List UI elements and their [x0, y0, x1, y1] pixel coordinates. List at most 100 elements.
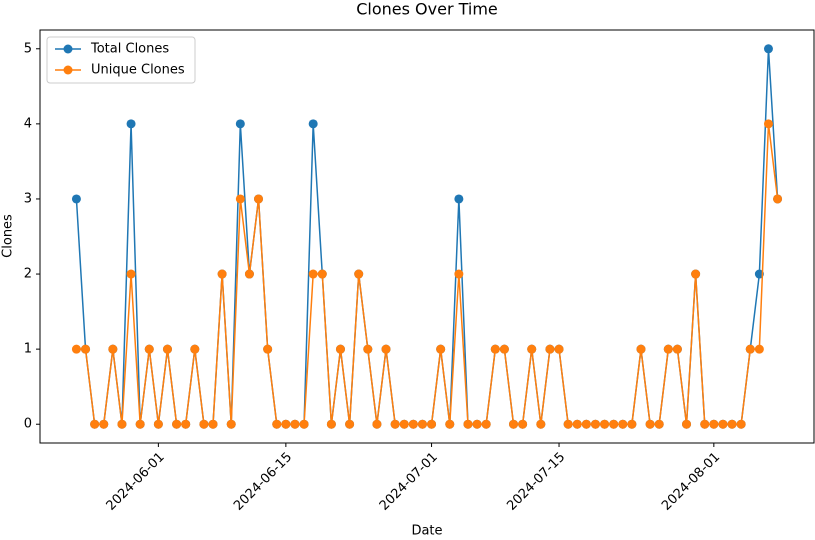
point — [399, 419, 409, 429]
point — [226, 419, 236, 429]
point — [208, 419, 218, 429]
point — [244, 269, 254, 279]
point — [600, 419, 610, 429]
point — [117, 419, 127, 429]
point — [326, 419, 336, 429]
point — [308, 119, 318, 129]
point — [736, 419, 746, 429]
point — [463, 419, 473, 429]
point — [90, 419, 100, 429]
y-tick-label: 2 — [24, 267, 32, 282]
point — [763, 119, 773, 129]
point — [654, 419, 664, 429]
point — [299, 419, 309, 429]
point — [108, 344, 118, 354]
point — [126, 269, 136, 279]
point — [436, 344, 446, 354]
point — [545, 344, 555, 354]
point — [554, 344, 564, 354]
point — [172, 419, 182, 429]
point — [536, 419, 546, 429]
point — [527, 344, 537, 354]
point — [144, 344, 154, 354]
point — [190, 344, 200, 354]
point — [235, 119, 245, 129]
point — [763, 44, 773, 54]
legend-marker — [63, 65, 73, 75]
point — [354, 269, 364, 279]
point — [618, 419, 628, 429]
point — [217, 269, 227, 279]
y-tick-label: 0 — [24, 417, 32, 432]
point — [691, 269, 701, 279]
point — [509, 419, 519, 429]
x-tick-label: 2024-08-01 — [659, 450, 723, 514]
point — [682, 419, 692, 429]
point — [254, 194, 264, 204]
legend-label: Total Clones — [90, 42, 169, 57]
point — [700, 419, 710, 429]
x-tick-label: 2024-06-15 — [231, 450, 295, 514]
point — [563, 419, 573, 429]
point — [126, 119, 136, 129]
x-tick-label: 2024-06-01 — [104, 450, 168, 514]
point — [645, 419, 655, 429]
x-tick-label: 2024-07-15 — [504, 450, 568, 514]
point — [581, 419, 591, 429]
series-line — [75, 48, 779, 425]
point — [518, 419, 528, 429]
point — [472, 419, 482, 429]
point — [427, 419, 437, 429]
point — [71, 344, 81, 354]
point — [627, 419, 637, 429]
legend-marker — [63, 44, 73, 54]
point — [290, 419, 300, 429]
legend-box — [46, 36, 196, 84]
point — [235, 194, 245, 204]
point — [454, 269, 464, 279]
point — [718, 419, 728, 429]
series-line — [76, 123, 779, 425]
point — [481, 419, 491, 429]
point — [745, 344, 755, 354]
point — [672, 344, 682, 354]
point — [609, 419, 619, 429]
point — [181, 419, 191, 429]
point — [572, 419, 582, 429]
point — [636, 344, 646, 354]
legend-label: Unique Clones — [91, 63, 185, 78]
point — [663, 344, 673, 354]
point — [499, 344, 509, 354]
point — [153, 419, 163, 429]
y-tick-label: 3 — [24, 191, 32, 206]
y-tick-label: 1 — [24, 342, 32, 357]
point — [709, 419, 719, 429]
x-axis-label: Date — [411, 524, 442, 539]
point — [272, 419, 282, 429]
plot-area — [39, 29, 815, 444]
point — [727, 419, 737, 429]
point — [317, 269, 327, 279]
point — [335, 344, 345, 354]
point — [454, 194, 464, 204]
x-tick-label: 2024-07-01 — [377, 450, 441, 514]
point — [281, 419, 291, 429]
point — [135, 419, 145, 429]
point — [773, 194, 783, 204]
point — [81, 344, 91, 354]
point — [417, 419, 427, 429]
point — [408, 419, 418, 429]
point — [754, 344, 764, 354]
point — [390, 419, 400, 429]
y-tick-label: 4 — [24, 116, 32, 131]
y-axis-label: Clones — [1, 214, 16, 258]
point — [199, 419, 209, 429]
point — [590, 419, 600, 429]
point — [71, 194, 81, 204]
point — [363, 344, 373, 354]
y-tick-label: 5 — [24, 41, 32, 56]
point — [490, 344, 500, 354]
point — [445, 419, 455, 429]
point — [263, 344, 273, 354]
